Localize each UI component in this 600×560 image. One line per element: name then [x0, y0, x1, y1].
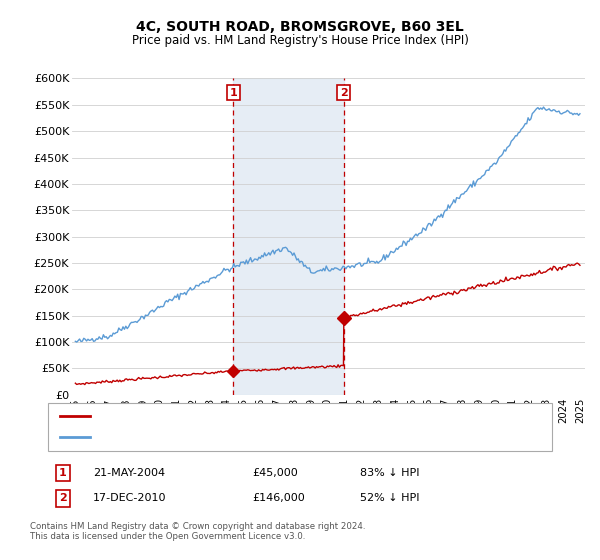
- Text: £146,000: £146,000: [252, 493, 305, 503]
- Text: HPI: Average price, detached house, Bromsgrove: HPI: Average price, detached house, Brom…: [99, 432, 355, 442]
- Text: Price paid vs. HM Land Registry's House Price Index (HPI): Price paid vs. HM Land Registry's House …: [131, 34, 469, 46]
- Text: 2: 2: [59, 493, 67, 503]
- Text: 4C, SOUTH ROAD, BROMSGROVE, B60 3EL (detached house): 4C, SOUTH ROAD, BROMSGROVE, B60 3EL (det…: [99, 410, 415, 421]
- Text: 21-MAY-2004: 21-MAY-2004: [93, 468, 165, 478]
- Text: 2: 2: [340, 87, 347, 97]
- Text: £45,000: £45,000: [252, 468, 298, 478]
- Text: 17-DEC-2010: 17-DEC-2010: [93, 493, 167, 503]
- Text: 1: 1: [59, 468, 67, 478]
- Text: 4C, SOUTH ROAD, BROMSGROVE, B60 3EL: 4C, SOUTH ROAD, BROMSGROVE, B60 3EL: [136, 20, 464, 34]
- Bar: [233, 78, 344, 395]
- Text: 83% ↓ HPI: 83% ↓ HPI: [360, 468, 419, 478]
- Text: Contains HM Land Registry data © Crown copyright and database right 2024.
This d: Contains HM Land Registry data © Crown c…: [30, 522, 365, 542]
- Text: 52% ↓ HPI: 52% ↓ HPI: [360, 493, 419, 503]
- Text: 1: 1: [229, 87, 237, 97]
